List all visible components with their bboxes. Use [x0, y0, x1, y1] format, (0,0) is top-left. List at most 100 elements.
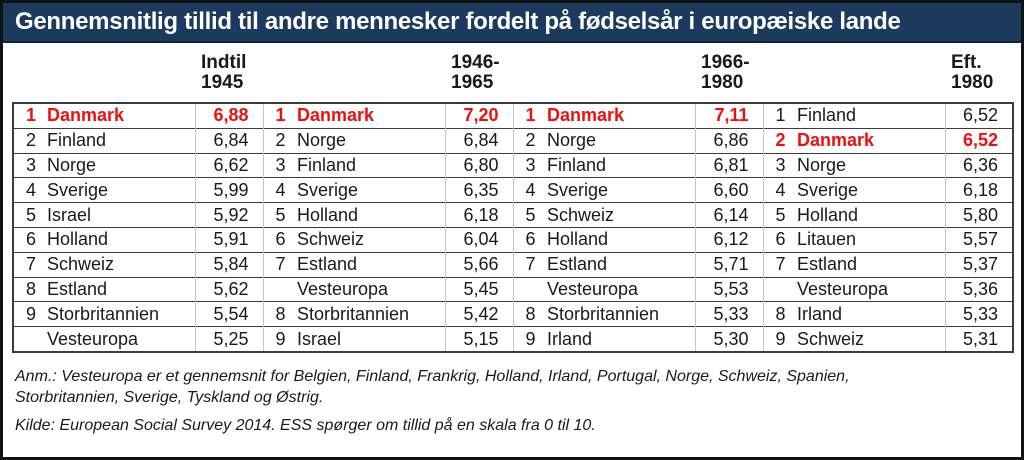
cohort-header-line1: Indtil — [201, 52, 247, 73]
value-cell: 5,33 — [944, 301, 1013, 327]
rank-cell: 2 — [512, 127, 543, 154]
rank-cell: 7 — [262, 251, 293, 278]
country-cell: Estland — [793, 251, 945, 278]
country-cell: Finland — [43, 127, 195, 154]
country-cell: Litauen — [793, 226, 945, 253]
value-cell: 6,60 — [694, 177, 763, 203]
value-cell: 5,42 — [444, 301, 513, 327]
table-row: 9 Storbritannien 5,54 8 Storbritannien 5,42 8 S… — [13, 301, 1013, 327]
value-cell: 6,84 — [444, 127, 513, 154]
rank-cell: 9 — [762, 326, 793, 352]
value-cell: 7,11 — [694, 102, 763, 129]
value-cell: 5,30 — [694, 326, 763, 352]
rank-cell — [13, 326, 43, 352]
cohort-header-line2: 1980 — [701, 72, 744, 93]
value-cell: 7,20 — [444, 102, 513, 129]
value-cell: 5,33 — [694, 301, 763, 327]
value-cell: 6,86 — [694, 127, 763, 154]
value-cell: 5,45 — [444, 276, 513, 302]
value-cell: 5,37 — [944, 251, 1013, 278]
rank-cell: 5 — [512, 202, 543, 228]
header-spacer — [513, 53, 695, 103]
country-cell: Norge — [543, 127, 695, 154]
value-cell: 5,92 — [194, 202, 263, 228]
cohort-header: 1966- 1980 — [695, 53, 763, 103]
value-cell: 5,25 — [194, 326, 263, 352]
value-cell: 6,12 — [694, 226, 763, 253]
rank-cell: 8 — [262, 301, 293, 327]
value-cell: 5,53 — [694, 276, 763, 302]
value-cell: 6,80 — [444, 152, 513, 178]
country-cell: Holland — [43, 226, 195, 253]
country-cell: Storbritannien — [293, 301, 445, 327]
rank-cell: 7 — [13, 251, 43, 278]
rank-cell: 9 — [512, 326, 543, 352]
cohort-header: 1946- 1965 — [445, 53, 513, 103]
header-row: Indtil 1945 1946- 1965 1966- 1980 Eft. 1980 — [13, 53, 1013, 103]
cohort-header-line1: 1966- — [701, 52, 750, 73]
country-cell: Holland — [543, 226, 695, 253]
value-cell: 5,31 — [944, 326, 1013, 352]
country-cell: Israel — [293, 326, 445, 352]
rank-cell — [762, 276, 793, 302]
country-cell: Schweiz — [793, 326, 945, 352]
cohort-header-line2: 1965 — [451, 72, 494, 93]
header-spacer — [13, 53, 195, 103]
table-row: 6 Holland 5,91 6 Schweiz 6,04 6 Holland 6,12 6 Lit… — [13, 226, 1013, 253]
country-cell: Estland — [293, 251, 445, 278]
value-cell: 5,91 — [194, 226, 263, 253]
country-cell: Holland — [293, 202, 445, 228]
rank-cell: 3 — [262, 152, 293, 178]
value-cell: 6,14 — [694, 202, 763, 228]
rank-cell: 9 — [262, 326, 293, 352]
rank-cell: 7 — [762, 251, 793, 278]
table-row: 7 Schweiz 5,84 7 Estland 5,66 7 Estland 5,71 7 Est… — [13, 251, 1013, 278]
rank-cell: 4 — [262, 177, 293, 203]
value-cell: 5,54 — [194, 301, 263, 327]
value-cell: 6,84 — [194, 127, 263, 154]
cohort-header-line2: 1980 — [951, 72, 994, 93]
value-cell: 5,84 — [194, 251, 263, 278]
footnote-anm-line2: Storbritannien, Sverige, Tyskland og Øst… — [15, 388, 324, 406]
rank-cell: 5 — [762, 202, 793, 228]
rank-cell: 8 — [512, 301, 543, 327]
cohort-header: Eft. 1980 — [945, 53, 1013, 103]
rank-cell: 2 — [262, 127, 293, 154]
rank-cell — [262, 276, 293, 302]
value-cell: 6,18 — [444, 202, 513, 228]
rank-cell — [512, 276, 543, 302]
value-cell: 5,62 — [194, 276, 263, 302]
country-cell: Danmark — [543, 102, 695, 129]
rank-cell: 6 — [262, 226, 293, 253]
table-row: 3 Norge 6,62 3 Finland 6,80 3 Finland 6,81 3 Norge… — [13, 152, 1013, 178]
rank-cell: 1 — [512, 102, 543, 129]
rank-cell: 3 — [762, 152, 793, 178]
country-cell: Norge — [43, 152, 195, 178]
footnote-anm-line1: Anm.: Vesteuropa er et gennemsnit for Be… — [15, 367, 850, 385]
value-cell: 5,57 — [944, 226, 1013, 253]
rank-cell: 2 — [13, 127, 43, 154]
cohort-header-line2: 1945 — [201, 72, 244, 93]
rank-cell: 1 — [13, 102, 43, 129]
rank-cell: 3 — [512, 152, 543, 178]
country-cell: Norge — [293, 127, 445, 154]
value-cell: 6,88 — [194, 102, 263, 129]
country-cell: Irland — [793, 301, 945, 327]
country-cell: Finland — [293, 152, 445, 178]
table-row: 5 Israel 5,92 5 Holland 6,18 5 Schweiz 6,14 5 Holl… — [13, 202, 1013, 228]
country-cell: Vesteuropa — [793, 276, 945, 302]
footnote-source: Kilde: European Social Survey 2014. ESS … — [15, 416, 596, 434]
rank-cell: 1 — [262, 102, 293, 129]
rank-cell: 6 — [13, 226, 43, 253]
rankings-table: Indtil 1945 1946- 1965 1966- 1980 Eft. 1980 1 Da… — [12, 53, 1014, 353]
cohort-header: Indtil 1945 — [195, 53, 263, 103]
rank-cell: 6 — [762, 226, 793, 253]
rank-cell: 5 — [262, 202, 293, 228]
country-cell: Storbritannien — [543, 301, 695, 327]
value-cell: 6,35 — [444, 177, 513, 203]
rank-cell: 4 — [512, 177, 543, 203]
title-bar: Gennemsnitlig tillid til andre mennesker… — [3, 3, 1021, 43]
value-cell: 6,04 — [444, 226, 513, 253]
value-cell: 5,36 — [944, 276, 1013, 302]
